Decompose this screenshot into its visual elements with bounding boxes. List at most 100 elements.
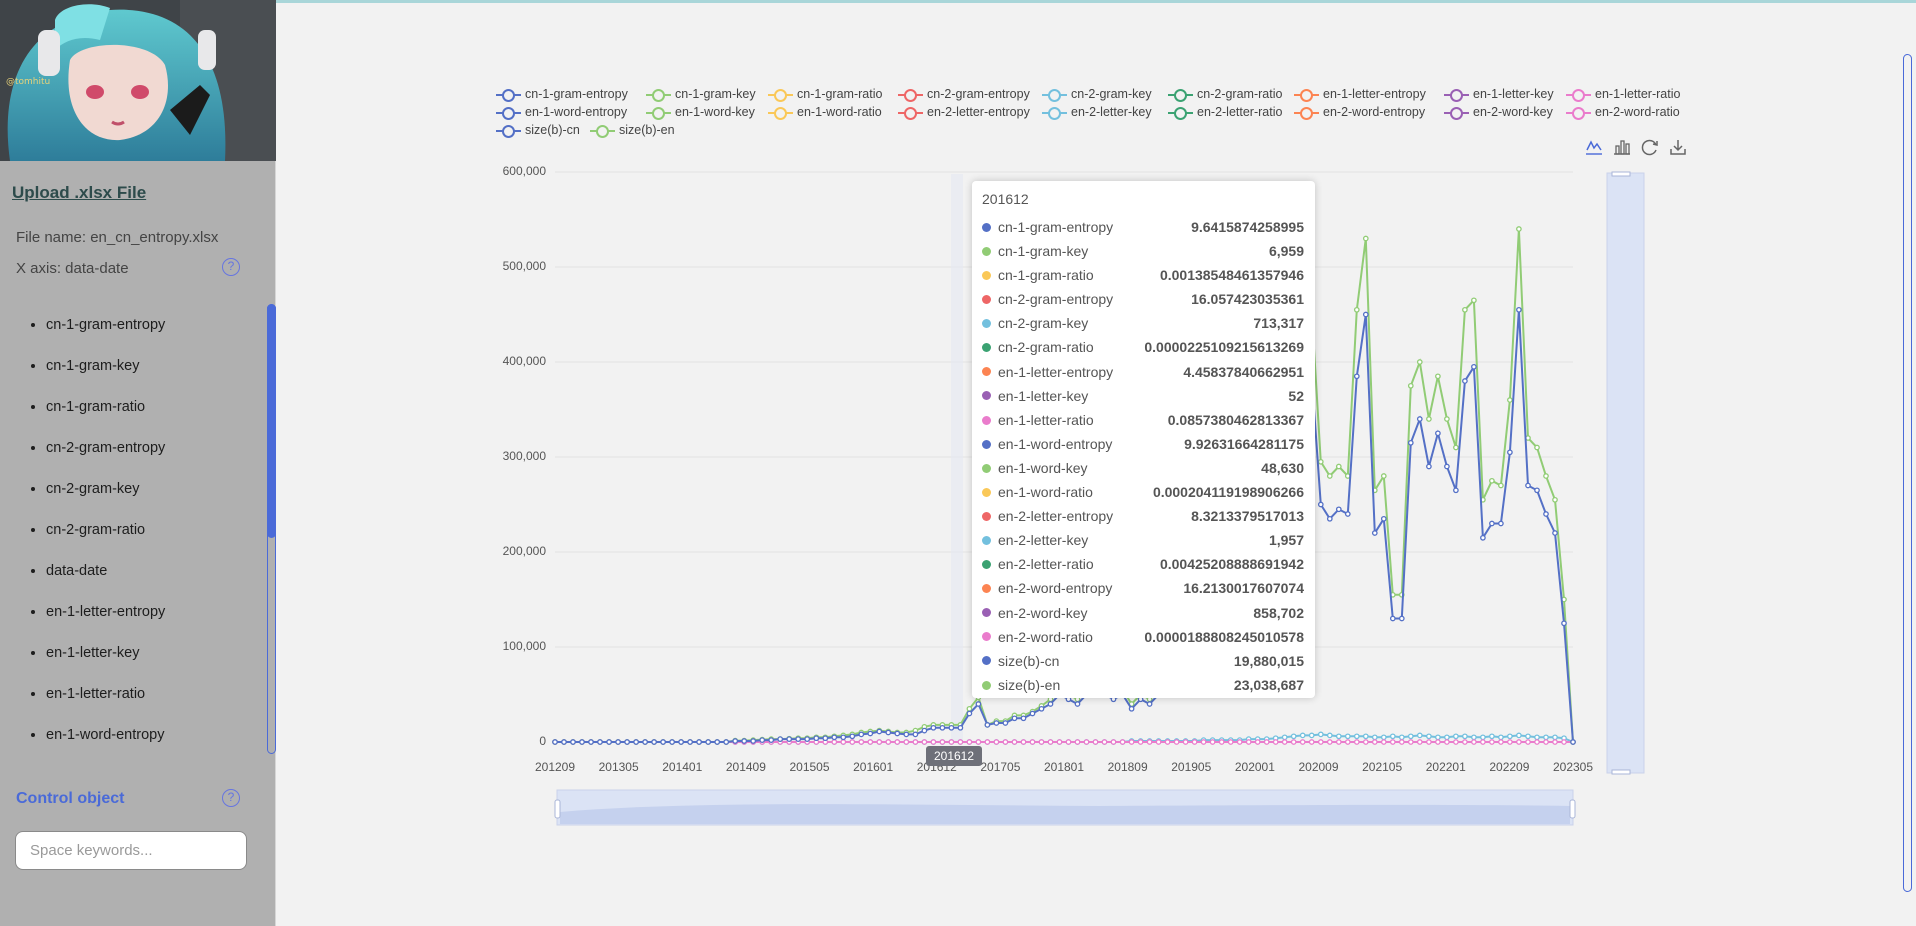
tooltip-series-dot-icon [982,560,991,570]
data-point [1534,487,1540,494]
legend-item[interactable]: en-1-letter-entropy [1294,85,1426,103]
field-item[interactable]: en-1-word-entropy [46,710,276,751]
tooltip-series-name: en-1-word-entropy [998,435,1113,452]
data-point [759,739,766,745]
data-point [1462,378,1468,384]
horizontal-datazoom-slider[interactable] [556,789,1574,826]
legend-item[interactable]: en-1-word-entropy [496,103,627,121]
legend-item[interactable]: cn-1-gram-entropy [496,85,628,103]
download-icon[interactable] [1668,137,1688,157]
legend-item[interactable]: en-1-letter-ratio [1566,85,1680,103]
data-point [561,739,567,745]
field-item[interactable]: cn-1-gram-key [46,341,276,382]
data-point [624,739,630,745]
legend-item[interactable]: cn-2-gram-entropy [898,85,1030,103]
legend-item[interactable]: cn-2-gram-ratio [1168,85,1282,103]
bar-chart-icon[interactable] [1612,137,1632,157]
legend-item[interactable]: size(b)-cn [496,121,580,139]
data-point [1137,739,1144,745]
legend-item[interactable]: en-2-letter-entropy [898,103,1030,121]
control-object-help-icon[interactable]: ? [222,789,240,807]
legend-item[interactable]: en-1-word-ratio [768,103,882,121]
data-point [840,734,847,741]
field-item[interactable]: cn-1-gram-entropy [46,300,276,341]
data-point [1146,739,1153,745]
legend-item[interactable]: cn-2-gram-key [1042,85,1152,103]
data-point [1335,739,1342,745]
data-point [687,739,693,745]
legend-item[interactable]: cn-1-gram-key [646,85,756,103]
data-point [579,739,585,745]
field-item[interactable]: data-date [46,546,276,587]
datazoom-right-handle[interactable] [1569,799,1576,819]
line-chart-icon[interactable] [1584,137,1604,157]
data-point [1110,739,1117,745]
data-point [678,739,684,745]
legend-item[interactable]: size(b)-en [590,121,675,139]
data-point [966,710,973,717]
data-point [930,739,937,745]
data-point [1480,734,1486,741]
data-point [1561,735,1567,742]
legend-item[interactable]: en-1-letter-key [1444,85,1554,103]
data-point [1353,373,1360,380]
data-point [561,739,567,745]
datazoom-left-handle[interactable] [554,799,561,819]
tooltip-row: en-2-word-ratio 0.0000188808245010578 [982,625,1305,649]
field-list-scroll-thumb[interactable] [267,304,276,538]
x-axis-help-icon[interactable]: ? [222,258,240,276]
data-point [1389,615,1396,622]
field-item[interactable]: en-1-letter-key [46,628,276,669]
data-point [633,739,639,745]
legend-item[interactable]: cn-1-gram-ratio [768,85,882,103]
tooltip-series-name: en-2-word-key [998,604,1088,621]
data-point [1209,737,1216,743]
tooltip-series-value: 1,957 [1268,532,1304,549]
upload-file-button[interactable]: Upload .xlsx File [12,183,147,202]
data-point [552,739,558,745]
vertical-datazoom-top-handle[interactable] [1611,171,1631,177]
field-item[interactable]: en-1-letter-ratio [46,669,276,710]
legend-item[interactable]: en-2-word-key [1444,103,1553,121]
legend-swatch-icon [1444,88,1469,102]
data-point [831,734,838,741]
data-point [930,739,937,745]
data-point [1254,739,1261,745]
tooltip-series-name: en-2-word-ratio [998,628,1093,645]
data-point [804,736,811,742]
data-point [1263,739,1270,745]
restore-icon[interactable] [1640,137,1660,157]
vertical-datazoom-slider[interactable] [1606,172,1645,774]
legend-item[interactable]: en-2-word-ratio [1566,103,1680,121]
data-point [1029,708,1036,715]
field-item[interactable]: cn-1-gram-ratio [46,382,276,423]
legend-label: en-1-word-ratio [797,105,882,119]
legend-item[interactable]: en-2-letter-key [1042,103,1152,121]
legend-item[interactable]: en-2-letter-ratio [1168,103,1282,121]
data-point [1200,739,1207,745]
data-point [903,731,910,738]
data-point [984,722,991,728]
vertical-datazoom-bottom-handle[interactable] [1611,769,1631,775]
tooltip-row: en-1-letter-key 52 [982,384,1305,408]
field-item[interactable]: cn-2-gram-ratio [46,505,276,546]
x-tick-label: 201209 [534,760,576,774]
field-item[interactable]: cn-2-gram-key [46,464,276,505]
data-point [1462,733,1468,740]
data-point [804,739,811,745]
x-tick-label: 201305 [598,760,639,774]
tooltip-title: 201612 [982,191,1029,207]
tooltip-series-dot-icon [982,487,991,497]
legend-item[interactable]: en-1-word-key [646,103,755,121]
field-item[interactable]: en-1-letter-entropy [46,587,276,628]
data-point [786,739,793,745]
page-scrollbar[interactable] [1903,54,1912,892]
field-item[interactable]: cn-2-gram-entropy [46,423,276,464]
tooltip-series-dot-icon [982,608,991,618]
data-point [1002,720,1009,726]
tooltip-series-name: en-1-word-key [998,459,1088,476]
data-point [957,724,964,731]
tooltip-series-name: en-2-letter-ratio [998,556,1094,573]
legend-item[interactable]: en-2-word-entropy [1294,103,1425,121]
keyword-search-input[interactable] [15,831,247,870]
